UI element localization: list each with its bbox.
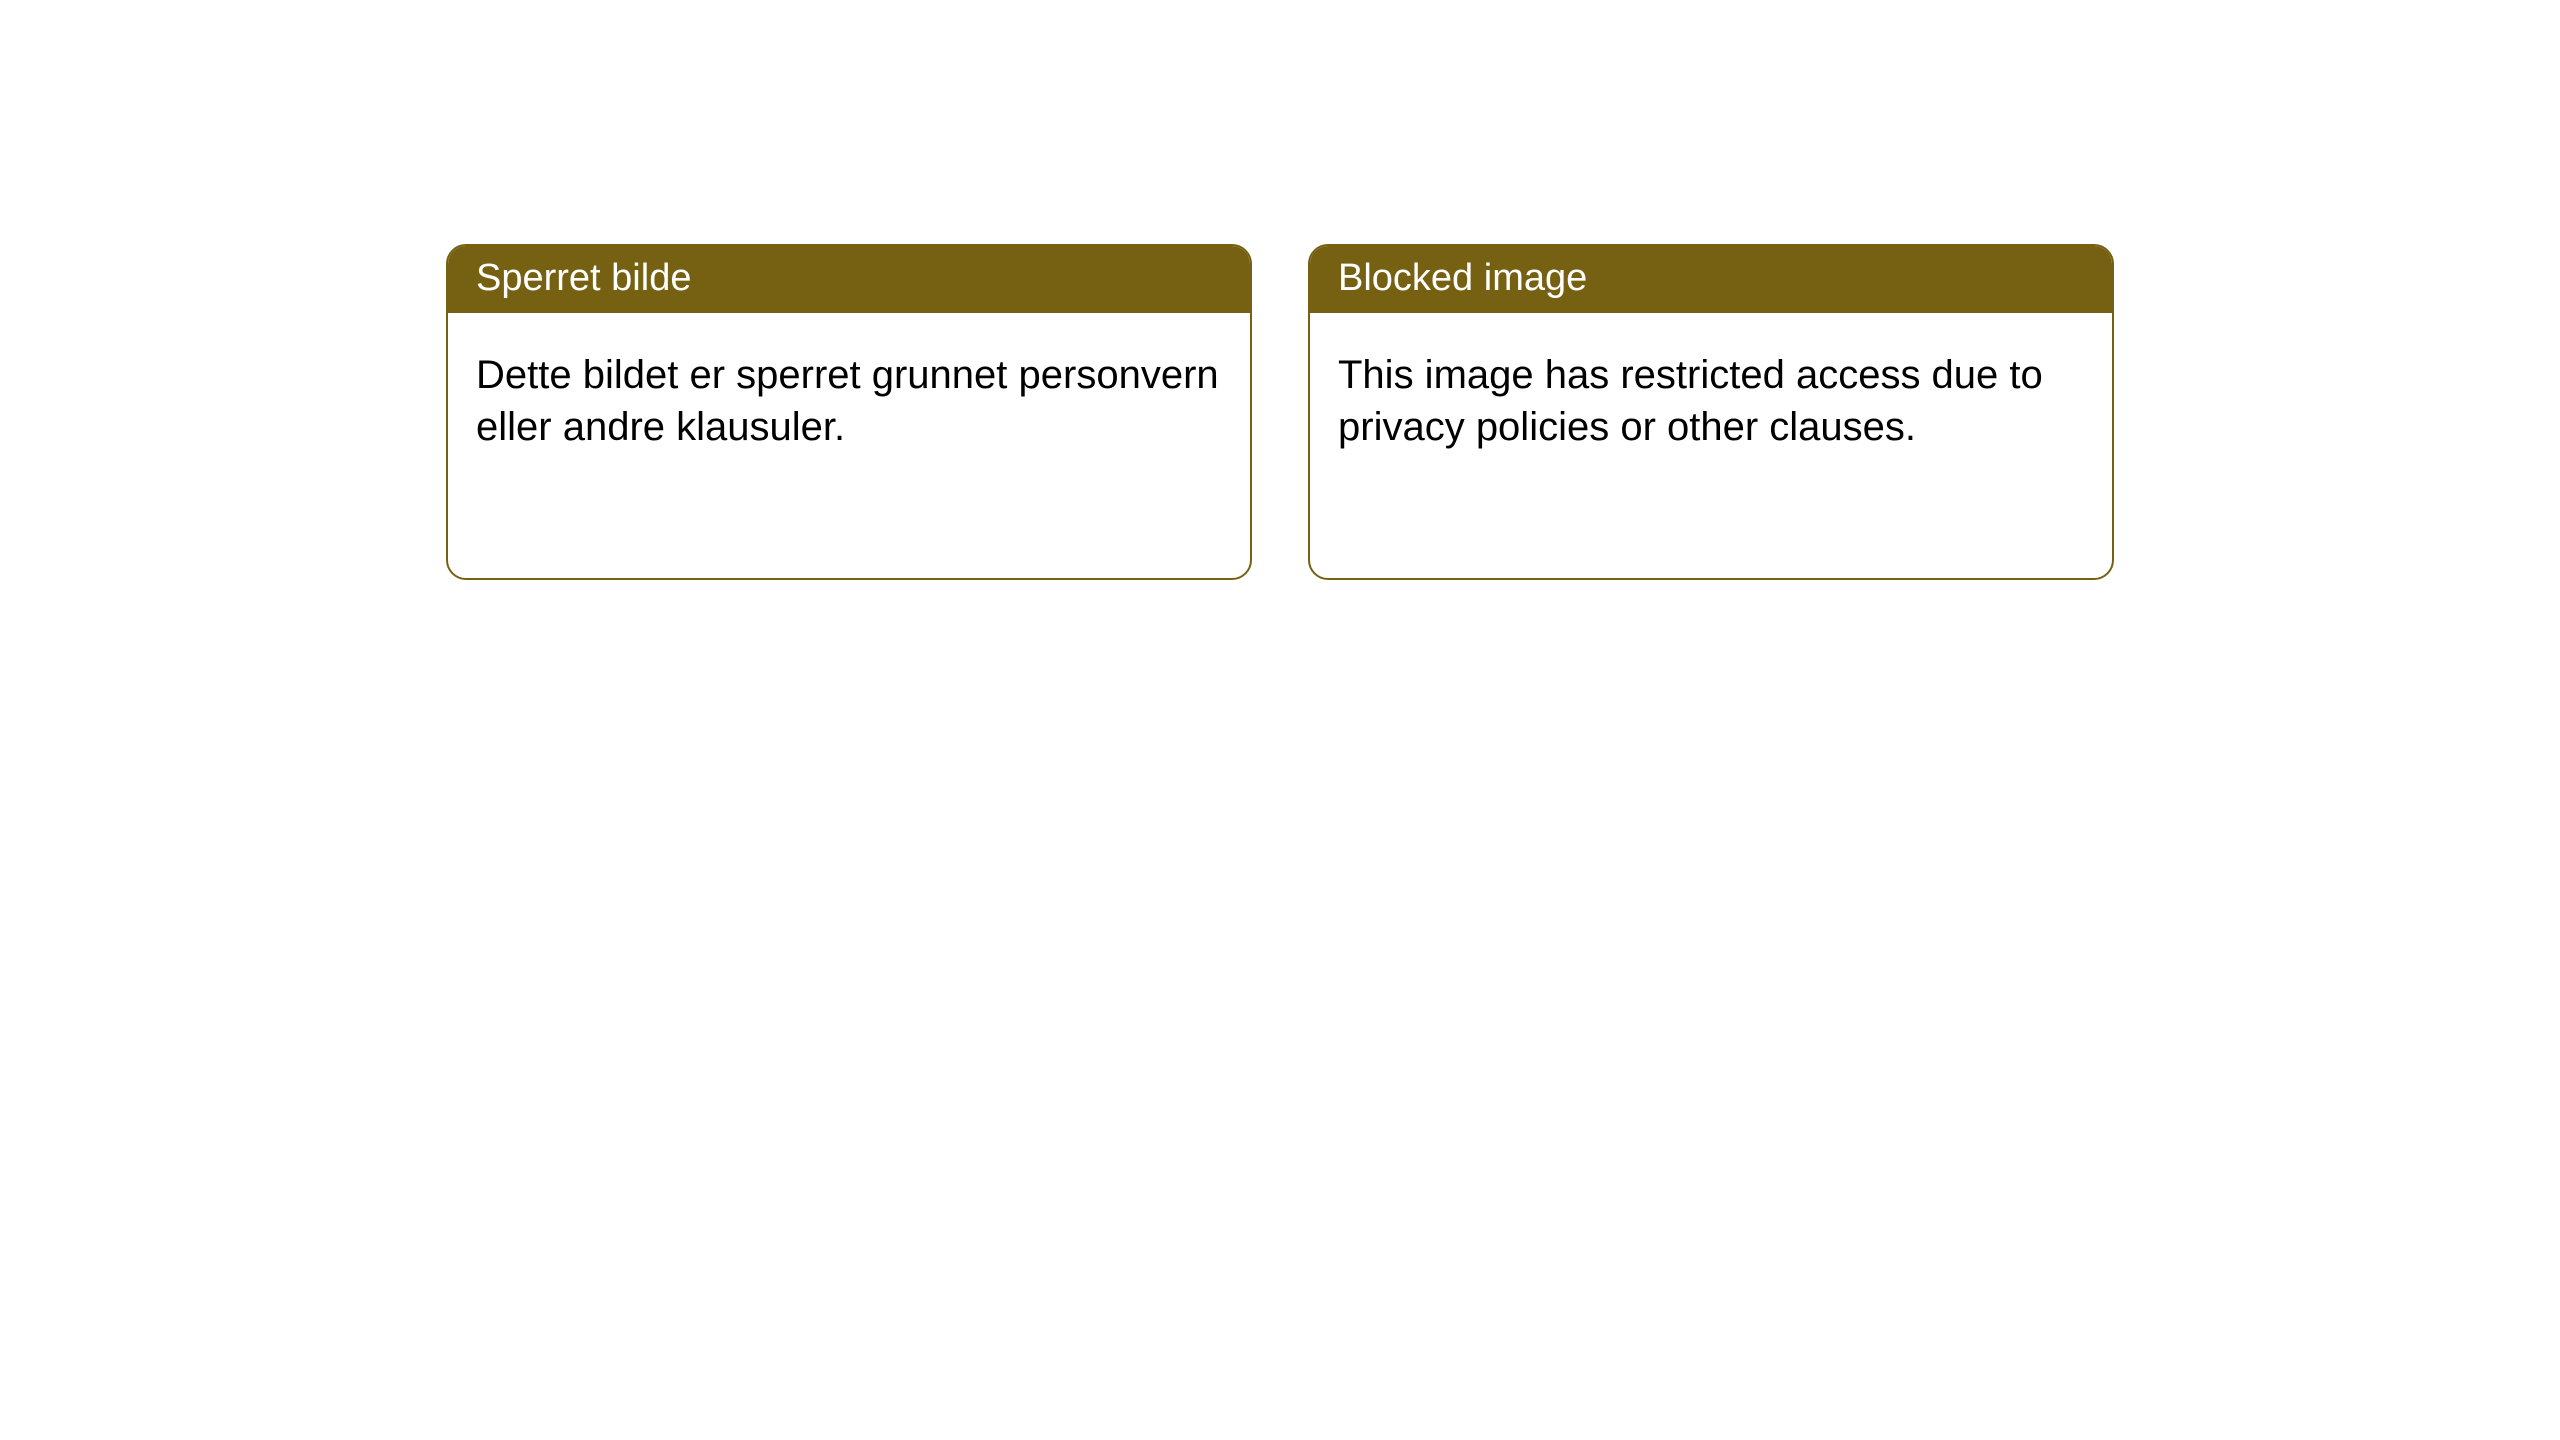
notice-header-english: Blocked image	[1310, 246, 2112, 313]
notice-body-norwegian: Dette bildet er sperret grunnet personve…	[448, 313, 1250, 473]
notice-card-norwegian: Sperret bilde Dette bildet er sperret gr…	[446, 244, 1252, 580]
notice-header-norwegian: Sperret bilde	[448, 246, 1250, 313]
notice-body-english: This image has restricted access due to …	[1310, 313, 2112, 473]
notice-card-english: Blocked image This image has restricted …	[1308, 244, 2114, 580]
notice-container: Sperret bilde Dette bildet er sperret gr…	[0, 0, 2560, 580]
